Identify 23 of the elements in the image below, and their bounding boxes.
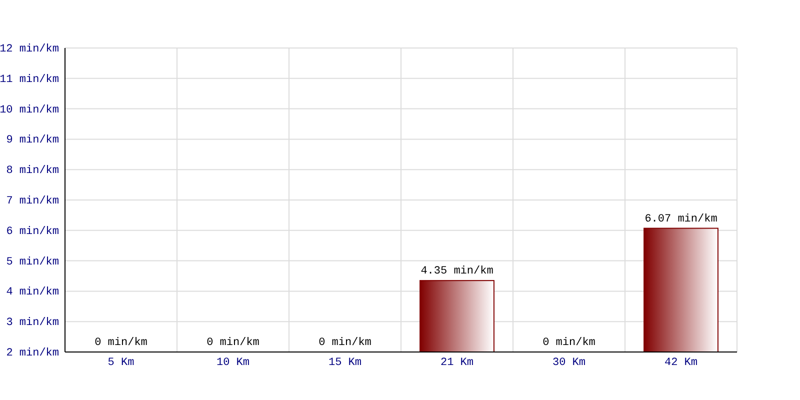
text: 0 min/km [542, 337, 596, 349]
y-tick-label: 12 min/km [0, 44, 60, 56]
y-tick-label: 6 min/km [6, 226, 60, 238]
y-tick-label: 10 min/km [0, 104, 60, 116]
x-tick-label: 42 Km [664, 356, 698, 369]
x-tick-label: 5 Km [108, 356, 135, 369]
y-tick-label: 7 min/km [6, 196, 60, 208]
y-tick-label: 11 min/km [0, 74, 60, 86]
x-tick-label: 10 Km [216, 356, 250, 369]
y-tick-label: 8 min/km [6, 165, 60, 178]
y-tick-label: 5 min/km [6, 256, 60, 268]
text: 0 min/km [206, 337, 260, 349]
data-label: 4.35 min/km [420, 266, 494, 278]
x-tick-label: 30 Km [552, 356, 586, 369]
y-tick-label: 4 min/km [6, 286, 60, 299]
y-tick-label: 2 min/km [6, 348, 60, 360]
y-tick-label: 9 min/km [6, 134, 60, 147]
x-tick-label: 21 Km [440, 356, 474, 369]
text: 0 min/km [318, 337, 372, 349]
x-tick-label: 15 Km [328, 356, 362, 369]
text: 0 min/km [94, 337, 148, 349]
y-tick-label: 3 min/km [6, 317, 60, 330]
data-label: 6.07 min/km [644, 213, 718, 226]
